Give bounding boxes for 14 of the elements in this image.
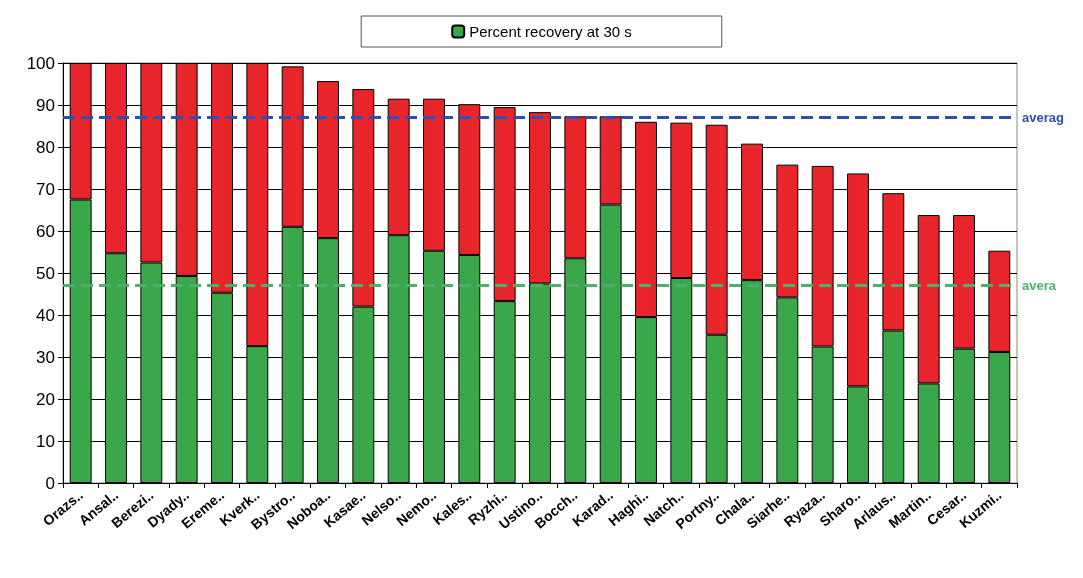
y-tick-label: 60 bbox=[36, 221, 55, 241]
y-tick-label: 20 bbox=[36, 389, 55, 409]
ref-line-label: averag bbox=[1022, 110, 1064, 126]
y-tick-label: 10 bbox=[36, 431, 55, 451]
y-tick-label: 0 bbox=[45, 473, 55, 493]
legend-label: Percent recovery at 30 s bbox=[469, 23, 632, 40]
y-tick-label: 90 bbox=[36, 95, 55, 115]
y-tick-label: 40 bbox=[36, 305, 55, 325]
y-tick-label: 100 bbox=[26, 53, 55, 73]
y-tick-label: 70 bbox=[36, 179, 55, 199]
ref-line-label: avera bbox=[1022, 278, 1057, 294]
y-tick-label: 80 bbox=[36, 137, 55, 157]
y-tick-label: 30 bbox=[36, 347, 55, 367]
y-tick-label: 50 bbox=[36, 263, 55, 283]
